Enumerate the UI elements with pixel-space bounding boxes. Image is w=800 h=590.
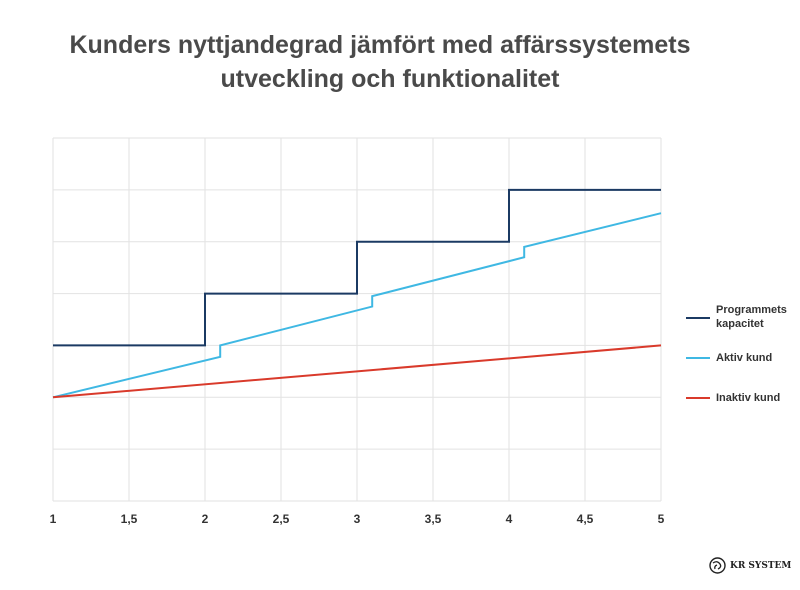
legend-label-aktiv-kund: Aktiv kund xyxy=(716,351,772,365)
x-tick-label: 3 xyxy=(354,512,361,526)
logo-icon xyxy=(709,557,726,574)
kr-system-logo: KR SYSTEM xyxy=(709,557,791,574)
legend-text: Inaktiv kund xyxy=(716,392,781,404)
x-tick-label: 4,5 xyxy=(577,512,594,526)
legend-swatch-programmets-kapacitet xyxy=(686,317,710,319)
legend-text: Programmets xyxy=(716,304,787,316)
chart-title-line-1: Kunders nyttjandegrad jämfört med affärs… xyxy=(69,31,691,59)
x-tick-label: 4 xyxy=(506,512,513,526)
legend-label-programmets-kapacitet: Programmets kapacitet xyxy=(716,303,787,331)
legend-text: kapacitet xyxy=(716,318,764,330)
chart-title: Kunders nyttjandegrad jämfört med affärs… xyxy=(0,28,760,96)
legend-text: Aktiv kund xyxy=(716,352,773,364)
x-tick-label: 2 xyxy=(202,512,209,526)
legend-label-inaktiv-kund: Inaktiv kund xyxy=(716,391,780,405)
x-tick-label: 1,5 xyxy=(121,512,138,526)
logo-text: KR SYSTEM xyxy=(730,560,792,571)
legend-swatch-inaktiv-kund xyxy=(686,397,710,399)
series-line-aktiv-kund xyxy=(52,212,662,399)
x-tick-label: 1 xyxy=(50,512,57,526)
legend-swatch-aktiv-kund xyxy=(686,357,710,359)
x-tick-label: 3,5 xyxy=(425,512,442,526)
series-line-programmets-kapacitet xyxy=(53,188,661,347)
chart-title-line-2: utveckling och funktionalitet xyxy=(220,65,560,93)
x-tick-label: 2,5 xyxy=(273,512,290,526)
series-line-inaktiv-kund xyxy=(52,344,662,399)
x-tick-label: 5 xyxy=(658,512,665,526)
